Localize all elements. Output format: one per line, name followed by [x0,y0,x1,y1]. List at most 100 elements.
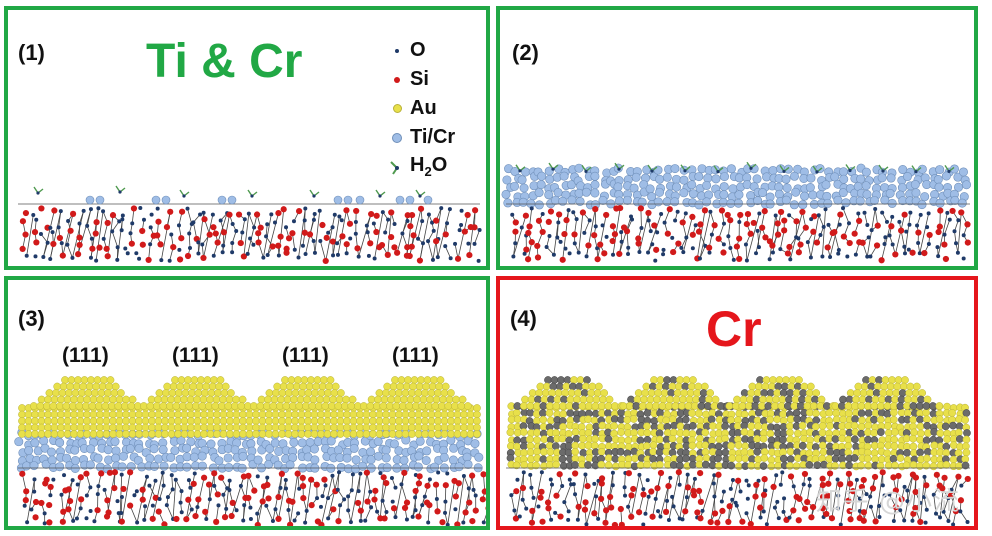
silicon-atom [93,219,100,226]
oxygen-atom [643,511,648,516]
panel-4-cr-mixed: (4) Cr 知乎 @小流 [496,276,978,530]
oxygen-atom [868,254,873,259]
silicon-atom [849,488,857,495]
silicon-atom [625,470,632,477]
water-oxygen [418,194,422,198]
gold-atom [844,402,853,410]
cr-atom [661,382,670,391]
bond [822,209,826,257]
silicon-atom [130,205,138,212]
oxygen-atom [42,521,47,526]
oxygen-atom [890,242,895,247]
cr-atom [519,442,528,451]
gold-atom [740,410,749,419]
oxygen-atom [853,252,858,257]
gold-atom [88,402,97,410]
ti-cr-atom [902,172,912,182]
silicon-atom [575,503,582,510]
oxygen-atom [883,235,888,240]
silicon-atom [694,509,701,516]
oxygen-atom [413,508,418,513]
oxygen-atom [662,220,667,225]
gold-atom [202,382,211,391]
silicon-atom [512,219,519,226]
gold-atom [320,376,328,384]
silicon-atom [278,470,285,478]
oxygen-atom [161,483,166,488]
silicon-atom [808,514,815,521]
legend-item-au: Au [388,94,455,123]
gold-atom [816,402,825,410]
gold-atom [423,376,432,384]
oxygen-atom [443,499,448,504]
ti-cr-atom [55,462,65,472]
oxygen-atom [364,223,369,228]
gold-atom [578,402,587,410]
gold-atom [401,417,410,425]
gold-atom [805,389,814,397]
silicon-atom [594,256,601,263]
water-molecule [614,162,625,171]
silicon-atom [837,211,844,218]
oxygen-atom [366,253,371,258]
gold-atom [182,382,191,391]
oxygen-atom [326,230,331,235]
water-molecule [878,164,889,173]
ti-cr-atom [21,461,31,471]
silicon-atom [653,246,660,253]
oxygen-atom [137,256,142,261]
silicon-atom [628,513,635,520]
cr-atom [903,448,911,457]
ti-cr-atom [877,173,887,183]
ti-cr-atom [517,175,527,185]
silicon-atom [485,506,486,511]
silicon-atom [752,493,759,500]
silicon-atom [957,497,965,504]
ti-cr-atom [910,179,920,189]
gold-atom [36,402,45,410]
oxygen-atom [297,486,302,491]
silicon-atom [120,485,127,493]
oxygen-atom [926,211,931,216]
gold-atom [265,410,273,419]
gold-atom [883,402,892,410]
oxygen-atom [142,517,147,522]
oxygen-atom [380,498,385,503]
oxygen-atom [119,472,124,477]
gold-atom [177,376,186,384]
ti-cr-atom [574,163,584,173]
oxygen-atom [261,255,266,260]
oxygen-atom [866,235,871,240]
gold-atom [171,376,179,384]
silicon-atom [371,496,378,503]
gold-atom [245,417,254,425]
oxygen-atom [730,497,735,502]
ti-cr-atom [333,445,343,455]
oxygen-atom [132,493,137,498]
gold-atom [271,417,280,425]
oxygen-atom [101,236,106,241]
cr-atom [610,415,619,423]
gold-atom [782,376,790,384]
gold-atom [187,417,195,425]
oxygen-atom [66,219,71,224]
oxygen-atom [141,217,146,222]
gold-atom [163,382,172,391]
oxygen-atom [160,470,165,475]
ti-cr-atom [454,462,464,472]
gold-atom [96,430,104,438]
silicon-atom [926,231,933,239]
silicon-atom [372,487,379,494]
silicon-atom [184,252,192,260]
oxygen-atom [884,219,889,224]
silicon-atom [602,519,609,526]
gold-atom [901,376,909,384]
cr-atom [889,454,898,463]
oxygen-atom [187,231,192,236]
silicon-atom [265,495,272,502]
gold-atom [447,430,455,438]
gold-atom [148,430,156,438]
gold-atom [434,423,442,432]
gold-atom [553,395,562,404]
oxygen-atom [32,477,37,482]
